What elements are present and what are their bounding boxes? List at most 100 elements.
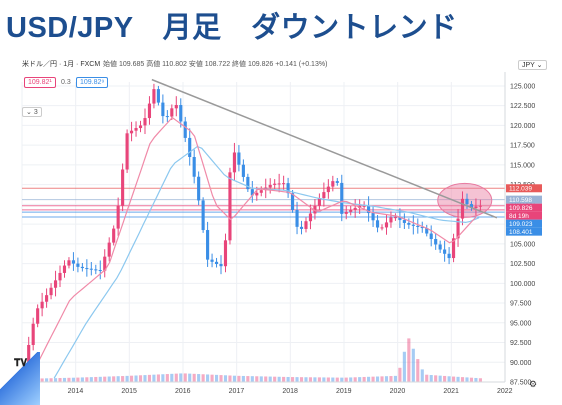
price-tag-label: 109.826: [509, 205, 533, 212]
buy-price-button[interactable]: 109.82⁹: [76, 77, 109, 88]
volume-bar: [219, 375, 223, 382]
price-tag-label: 112.039: [509, 186, 532, 193]
y-tick-label: 115.000: [510, 162, 535, 169]
x-tick-label: 2021: [443, 388, 459, 395]
volume-bar: [255, 376, 259, 382]
volume-bar: [389, 376, 393, 382]
candle-body: [291, 193, 295, 210]
ohlc-readout: 始値 109.685 高値 110.802 安値 108.722 終値 109.…: [103, 61, 328, 68]
candle-body: [367, 205, 371, 214]
price-tag: [506, 184, 542, 193]
volume-bar: [241, 375, 245, 382]
candle-body: [416, 225, 420, 227]
volume-bar: [201, 374, 205, 382]
candle-body: [349, 209, 353, 212]
volume-bar: [425, 374, 429, 382]
price-tag: [506, 195, 542, 204]
candle-body: [469, 204, 474, 209]
candle-body: [246, 176, 250, 190]
volume-bar: [165, 374, 169, 382]
volume-bar: [398, 367, 402, 382]
price-tag-label: 110.598: [509, 197, 532, 204]
candle-body: [210, 259, 214, 262]
volume-bar: [250, 376, 254, 382]
candle-body: [165, 116, 169, 118]
volume-bar: [188, 373, 192, 382]
candle-body: [295, 210, 299, 227]
volume-bar: [232, 375, 236, 382]
volume-bar: [322, 377, 326, 382]
volume-bar: [478, 378, 482, 382]
settings-icon[interactable]: ⚙: [529, 379, 538, 389]
volume-bar: [170, 373, 174, 382]
candle-body: [250, 189, 254, 196]
volume-bar: [295, 377, 299, 382]
candle-body: [322, 192, 326, 199]
candle-body: [201, 200, 205, 231]
candle-body: [98, 270, 102, 272]
currency-select[interactable]: JPY ⌄: [518, 60, 547, 70]
candle-body: [214, 261, 219, 265]
volume-bar: [438, 375, 442, 382]
volume-bar: [358, 377, 362, 382]
candle-body: [304, 221, 308, 229]
price-tag: [506, 227, 542, 236]
volume-bar: [156, 374, 160, 382]
moving-average-long: [53, 145, 480, 379]
volume-bar: [192, 373, 196, 382]
volume-bar: [282, 376, 286, 382]
volume-bar: [134, 375, 138, 382]
volume-bar: [98, 376, 102, 382]
currency-label: JPY: [522, 62, 535, 69]
y-tick-label: 92.500: [510, 340, 532, 347]
volume-bar: [326, 377, 330, 382]
candle-body: [161, 102, 165, 117]
sell-price-button[interactable]: 109.82¹: [24, 77, 56, 88]
x-tick-label: 2018: [282, 388, 298, 395]
price-chart[interactable]: 87.500 90.000 92.500 95.000 97.500 100.000 102…: [0, 52, 562, 405]
symbol-label[interactable]: 米ドル／円 · 1月 · FXCM: [22, 61, 101, 68]
volume-bar: [367, 376, 371, 382]
volume-bar: [223, 375, 228, 382]
volume-bar: [94, 376, 98, 382]
candle-body: [429, 233, 433, 240]
candle-body: [67, 260, 71, 266]
y-tick-label: 87.500: [510, 380, 532, 387]
candle-body: [223, 240, 228, 267]
candle-body: [179, 105, 183, 122]
moving-average-short: [37, 116, 477, 363]
chart-panel: 87.500 90.000 92.500 95.000 97.500 100.000 102…: [0, 52, 562, 405]
y-tick-label: 105.000: [510, 241, 535, 248]
candle-body: [326, 186, 330, 193]
volume-bar: [362, 376, 366, 382]
volume-bar: [76, 377, 80, 382]
price-tag-label: 109.023: [509, 221, 533, 228]
candle-body: [438, 244, 442, 250]
candle-body: [170, 108, 174, 117]
candle-body: [384, 222, 389, 228]
volume-bar: [214, 374, 219, 382]
candle-body: [474, 206, 478, 209]
candle-body: [456, 218, 460, 239]
volume-bar: [152, 374, 156, 382]
candle-body: [188, 137, 192, 157]
volume-bar: [429, 375, 433, 382]
y-tick-label: 102.500: [510, 261, 535, 268]
volume-bar: [71, 377, 75, 382]
candle-body: [402, 220, 406, 223]
candle-body: [299, 226, 304, 229]
volume-bar: [313, 377, 317, 382]
price-tag-label: 108.401: [509, 229, 533, 236]
candle-body: [130, 130, 134, 134]
volume-bar: [45, 378, 49, 382]
interval-toggle[interactable]: ⌄ 3: [22, 107, 42, 117]
volume-bar: [103, 376, 107, 382]
candle-body: [121, 169, 125, 206]
volume-bar: [317, 377, 321, 382]
candle-body: [107, 242, 111, 257]
price-tag: [506, 203, 542, 212]
tradingview-logo: 𝐓𝐕: [14, 358, 28, 369]
candle-body: [143, 118, 147, 126]
volume-bar: [147, 374, 152, 382]
volume-bar: [443, 375, 447, 382]
